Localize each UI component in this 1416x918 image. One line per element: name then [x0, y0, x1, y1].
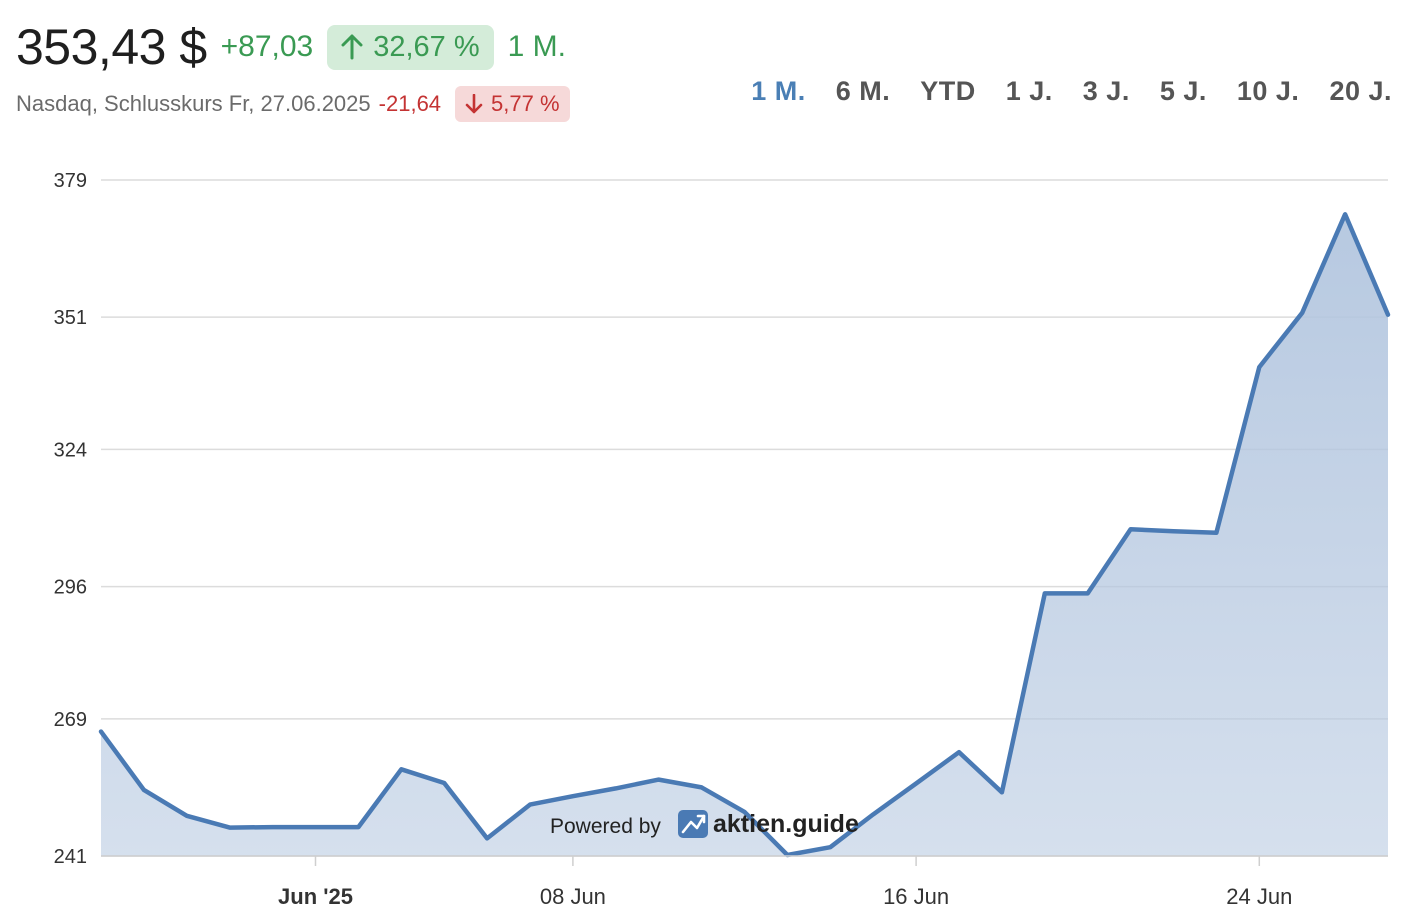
y-tick-label-241: 241 — [54, 846, 87, 868]
range-selector: 1 M. 6 M. YTD 1 J. 3 J. 5 J. 10 J. 20 J. — [751, 76, 1392, 107]
price-area-fill — [101, 214, 1388, 857]
arrow-down-icon — [465, 94, 483, 114]
x-tick-label-2025-06-08: 08 Jun — [540, 884, 606, 909]
range-button-1m[interactable]: 1 M. — [751, 76, 806, 106]
range-button-20y[interactable]: 20 J. — [1329, 76, 1392, 106]
powered-by-watermark: Powered by aktien.guide — [550, 810, 859, 838]
range-button-6m[interactable]: 6 M. — [835, 76, 891, 106]
period-change-badge: 32,67 % — [327, 24, 494, 70]
x-tick-label-2025-06-16: 16 Jun — [883, 884, 949, 909]
range-button-10y[interactable]: 10 J. — [1236, 76, 1300, 106]
y-tick-label-351: 351 — [54, 307, 87, 329]
day-change-badge: 5,77 % — [455, 86, 570, 122]
range-button-3y[interactable]: 3 J. — [1082, 76, 1130, 106]
area-layer — [98, 212, 1391, 858]
exchange-row: Nasdaq, Schlusskurs Fr, 27.06.2025 -21,6… — [16, 86, 1400, 122]
day-change-percent: 5,77 % — [491, 91, 560, 116]
x-axis: Jun '25 08 Jun 16 Jun 24 Jun — [101, 855, 1388, 909]
x-tick-label-2025-06-24: 24 Jun — [1226, 884, 1292, 909]
period-change-absolute: +87,03 — [220, 30, 314, 63]
day-change-absolute: -21,64 — [378, 91, 442, 116]
trending-up-icon — [678, 810, 708, 838]
watermark-prefix: Powered by — [550, 815, 661, 838]
y-tick-label-324: 324 — [54, 439, 87, 461]
period-label: 1 M. — [507, 30, 567, 63]
y-tick-label-269: 269 — [54, 709, 87, 731]
range-button-1y[interactable]: 1 J. — [1005, 76, 1053, 106]
range-button-5y[interactable]: 5 J. — [1159, 76, 1207, 106]
period-change-percent: 32,67 % — [373, 30, 480, 63]
range-button-ytd[interactable]: YTD — [920, 76, 976, 106]
y-tick-label-296: 296 — [54, 577, 87, 599]
y-axis: 241 269 296 324 351 379 — [54, 170, 87, 868]
exchange-info: Nasdaq, Schlusskurs Fr, 27.06.2025 — [16, 91, 371, 116]
current-price: 353,43 $ — [16, 19, 207, 75]
x-tick-label-2025-06-02: Jun '25 — [278, 884, 353, 909]
price-series-line — [98, 212, 1391, 858]
watermark-brand: aktien.guide — [713, 810, 859, 838]
price-row: 353,43 $ +87,03 32,67 % 1 M. — [16, 12, 1400, 82]
y-tick-label-379: 379 — [54, 170, 87, 192]
arrow-up-icon — [341, 34, 363, 60]
quote-header: 353,43 $ +87,03 32,67 % 1 M. Nasdaq, Sch… — [16, 12, 1400, 122]
